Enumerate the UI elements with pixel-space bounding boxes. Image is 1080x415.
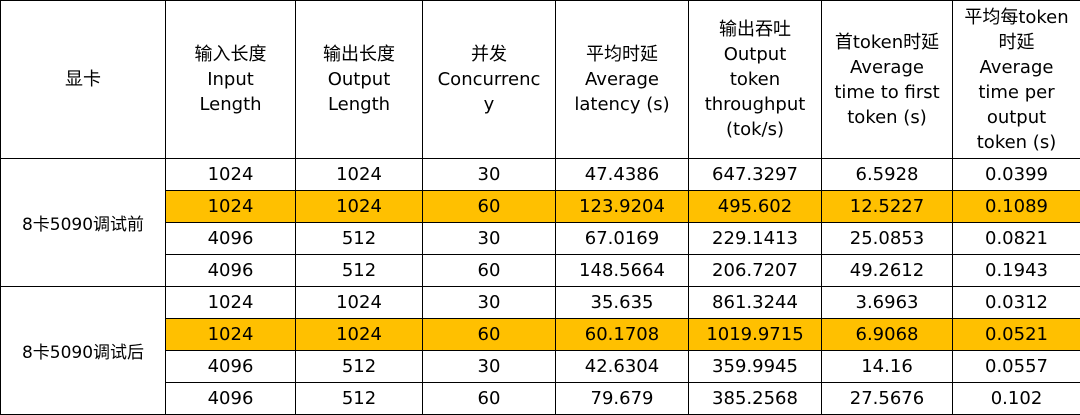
cell-time-to-first-token: 49.2612 [822, 255, 953, 287]
cell-time-per-output-token: 0.102 [953, 383, 1080, 415]
cell-output-throughput: 359.9945 [689, 351, 822, 383]
cell-time-to-first-token: 12.5227 [822, 191, 953, 223]
cell-output-length: 1024 [296, 287, 423, 319]
cell-time-per-output-token: 0.0312 [953, 287, 1080, 319]
table-row: 8卡5090调试前 1024 1024 30 47.4386 647.3297 … [1, 159, 1080, 191]
cell-average-latency: 47.4386 [556, 159, 689, 191]
cell-average-latency: 42.6304 [556, 351, 689, 383]
cell-average-latency: 148.5664 [556, 255, 689, 287]
cell-input-length: 4096 [166, 351, 296, 383]
header-time-to-first-token: 首token时延 Average time to first token (s) [822, 1, 953, 159]
cell-concurrency: 30 [423, 287, 556, 319]
cell-output-length: 512 [296, 255, 423, 287]
cell-input-length: 1024 [166, 191, 296, 223]
header-average-latency: 平均时延 Average latency (s) [556, 1, 689, 159]
cell-concurrency: 60 [423, 255, 556, 287]
cell-input-length: 1024 [166, 287, 296, 319]
cell-time-per-output-token: 0.1943 [953, 255, 1080, 287]
cell-output-throughput: 647.3297 [689, 159, 822, 191]
header-input-length: 输入长度 Input Length [166, 1, 296, 159]
group-label: 8卡5090调试前 [1, 159, 166, 287]
cell-output-length: 1024 [296, 159, 423, 191]
group-label: 8卡5090调试后 [1, 287, 166, 415]
cell-output-length: 512 [296, 223, 423, 255]
header-output-length: 输出长度 Output Length [296, 1, 423, 159]
cell-output-throughput: 1019.9715 [689, 319, 822, 351]
table-body: 8卡5090调试前 1024 1024 30 47.4386 647.3297 … [1, 159, 1080, 415]
cell-input-length: 1024 [166, 319, 296, 351]
cell-output-length: 1024 [296, 319, 423, 351]
cell-concurrency: 60 [423, 383, 556, 415]
cell-output-length: 1024 [296, 191, 423, 223]
cell-average-latency: 123.9204 [556, 191, 689, 223]
cell-concurrency: 60 [423, 319, 556, 351]
cell-time-per-output-token: 0.0557 [953, 351, 1080, 383]
header-row: 显卡 输入长度 Input Length 输出长度 Output Length … [1, 1, 1080, 159]
cell-average-latency: 79.679 [556, 383, 689, 415]
cell-time-to-first-token: 25.0853 [822, 223, 953, 255]
cell-concurrency: 60 [423, 191, 556, 223]
cell-time-to-first-token: 14.16 [822, 351, 953, 383]
cell-time-to-first-token: 6.9068 [822, 319, 953, 351]
cell-concurrency: 30 [423, 223, 556, 255]
cell-output-throughput: 861.3244 [689, 287, 822, 319]
cell-output-throughput: 206.7207 [689, 255, 822, 287]
cell-input-length: 1024 [166, 159, 296, 191]
cell-output-throughput: 229.1413 [689, 223, 822, 255]
cell-output-length: 512 [296, 351, 423, 383]
cell-input-length: 4096 [166, 255, 296, 287]
header-gpu: 显卡 [1, 1, 166, 159]
cell-concurrency: 30 [423, 159, 556, 191]
table-row: 8卡5090调试后 1024 1024 30 35.635 861.3244 3… [1, 287, 1080, 319]
cell-time-per-output-token: 0.1089 [953, 191, 1080, 223]
header-output-throughput: 输出吞吐 Output token throughput (tok/s) [689, 1, 822, 159]
cell-concurrency: 30 [423, 351, 556, 383]
cell-output-length: 512 [296, 383, 423, 415]
cell-output-throughput: 385.2568 [689, 383, 822, 415]
cell-average-latency: 35.635 [556, 287, 689, 319]
cell-output-throughput: 495.602 [689, 191, 822, 223]
cell-input-length: 4096 [166, 223, 296, 255]
cell-time-to-first-token: 6.5928 [822, 159, 953, 191]
cell-time-to-first-token: 27.5676 [822, 383, 953, 415]
cell-time-to-first-token: 3.6963 [822, 287, 953, 319]
cell-input-length: 4096 [166, 383, 296, 415]
header-concurrency: 并发 Concurrenc y [423, 1, 556, 159]
cell-average-latency: 67.0169 [556, 223, 689, 255]
header-time-per-output-token: 平均每token 时延 Average time per output toke… [953, 1, 1080, 159]
cell-time-per-output-token: 0.0821 [953, 223, 1080, 255]
cell-time-per-output-token: 0.0399 [953, 159, 1080, 191]
cell-average-latency: 60.1708 [556, 319, 689, 351]
cell-time-per-output-token: 0.0521 [953, 319, 1080, 351]
